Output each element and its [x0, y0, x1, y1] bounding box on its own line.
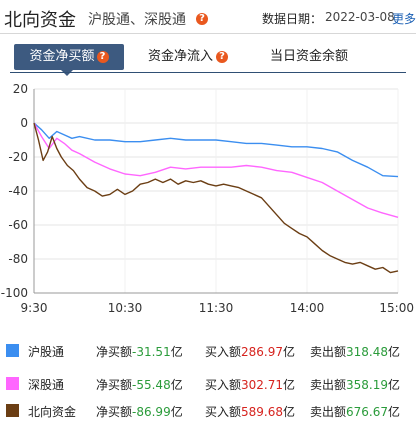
unit: 亿: [283, 378, 296, 392]
net-buy-value: -55.48: [132, 378, 171, 392]
tab-net-buy[interactable]: 资金净买额?: [14, 44, 124, 70]
x-tick-label: 15:00: [379, 301, 414, 315]
tab-label: 资金净买额: [29, 49, 95, 64]
legend-swatch: [6, 377, 19, 390]
unit: 亿: [170, 378, 183, 392]
unit: 亿: [170, 345, 183, 359]
y-tick-label: 20: [13, 82, 28, 96]
unit: 亿: [388, 378, 401, 392]
y-tick-label: -60: [8, 218, 28, 232]
y-tick-label: -80: [8, 252, 28, 266]
header: 北向资金 沪股通、深股通 ? 数据日期： 2022-03-08 更多: [0, 0, 416, 34]
buy-label: 买入额: [205, 405, 242, 419]
help-icon[interactable]: ?: [216, 50, 229, 63]
unit: 亿: [388, 345, 401, 359]
unit: 亿: [170, 405, 183, 419]
unit: 亿: [283, 405, 296, 419]
page-subtitle: 沪股通、深股通: [88, 12, 186, 28]
tab-bar: 资金净买额? 资金净流入? 当日资金余额: [0, 44, 416, 76]
legend-row-hgt: 沪股通 净买额-31.51亿 买入额286.97亿 卖出额318.48亿: [0, 340, 416, 362]
buy-label: 买入额: [205, 345, 242, 359]
x-tick-label: 14:00: [290, 301, 325, 315]
legend-swatch: [6, 404, 19, 417]
help-icon[interactable]: ?: [196, 13, 208, 25]
buy-label: 买入额: [205, 378, 242, 392]
page-title: 北向资金: [4, 10, 76, 31]
tab-label: 当日资金余额: [270, 49, 349, 64]
net-buy-label: 净买额: [96, 405, 133, 419]
help-icon[interactable]: ?: [96, 50, 109, 63]
header-divider: [0, 33, 416, 34]
x-tick-label: 9:30: [21, 301, 48, 315]
y-tick-label: -100: [1, 286, 28, 300]
net-buy-value: -31.51: [132, 345, 171, 359]
tab-underline: [10, 72, 406, 73]
unit: 亿: [283, 345, 296, 359]
net-buy-label: 净买额: [96, 345, 133, 359]
legend-name: 深股通: [28, 378, 65, 392]
unit: 亿: [388, 405, 401, 419]
legend-row-north: 北向资金 净买额-86.99亿 买入额589.68亿 卖出额676.67亿: [0, 400, 416, 422]
date-label: 数据日期：: [262, 12, 323, 26]
series-line: [33, 122, 399, 218]
net-buy-value: -86.99: [132, 405, 171, 419]
sell-label: 卖出额: [310, 405, 347, 419]
legend-swatch: [6, 344, 19, 357]
y-tick-label: -40: [8, 184, 28, 198]
legend-row-sgt: 深股通 净买额-55.48亿 买入额302.71亿 卖出额358.19亿: [0, 373, 416, 395]
buy-value: 302.71: [241, 378, 284, 392]
tab-label: 资金净流入: [148, 49, 214, 64]
series-line: [33, 122, 399, 178]
legend-name: 沪股通: [28, 345, 65, 359]
date-value: 2022-03-08: [325, 10, 395, 24]
y-tick-label: 0: [20, 116, 28, 130]
sell-label: 卖出额: [310, 378, 347, 392]
buy-value: 589.68: [241, 405, 284, 419]
x-tick-label: 11:30: [199, 301, 234, 315]
y-tick-label: -20: [8, 150, 28, 164]
legend-name: 北向资金: [28, 405, 77, 419]
sell-label: 卖出额: [310, 345, 347, 359]
sell-value: 358.19: [346, 378, 389, 392]
tab-net-inflow[interactable]: 资金净流入?: [148, 44, 229, 70]
x-tick-label: 10:30: [108, 301, 143, 315]
tab-daily-balance[interactable]: 当日资金余额: [270, 44, 348, 70]
sell-value: 318.48: [346, 345, 389, 359]
active-tab-pointer: [61, 70, 73, 76]
net-buy-label: 净买额: [96, 378, 133, 392]
sell-value: 676.67: [346, 405, 389, 419]
more-link[interactable]: 更多: [392, 12, 416, 26]
series-line: [33, 122, 399, 274]
buy-value: 286.97: [241, 345, 284, 359]
